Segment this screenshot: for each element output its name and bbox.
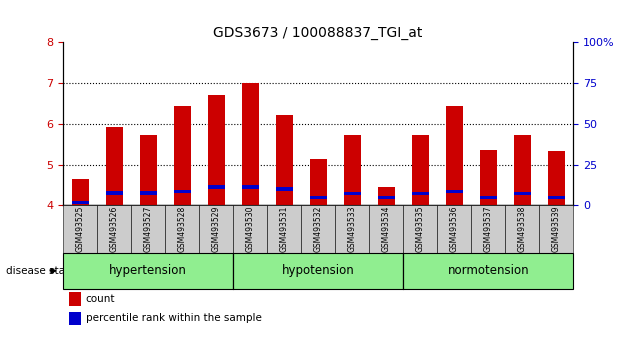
Text: GSM493533: GSM493533 xyxy=(348,206,357,252)
Text: count: count xyxy=(86,294,115,304)
Bar xyxy=(446,190,462,193)
Text: GSM493528: GSM493528 xyxy=(178,206,186,252)
Bar xyxy=(72,201,88,204)
Bar xyxy=(174,190,190,193)
Bar xyxy=(140,192,156,195)
Bar xyxy=(412,192,429,195)
Text: GSM493532: GSM493532 xyxy=(314,206,323,252)
Bar xyxy=(174,105,190,205)
Bar xyxy=(140,135,156,205)
Bar xyxy=(106,192,122,195)
Text: hypertension: hypertension xyxy=(109,264,187,277)
Text: GSM493539: GSM493539 xyxy=(552,206,561,252)
Bar xyxy=(208,185,225,189)
Bar xyxy=(208,95,225,205)
Text: GSM493529: GSM493529 xyxy=(212,206,220,252)
Text: GSM493526: GSM493526 xyxy=(110,206,118,252)
Text: normotension: normotension xyxy=(447,264,529,277)
Bar xyxy=(378,195,394,199)
Text: GSM493538: GSM493538 xyxy=(518,206,527,252)
Text: GSM493527: GSM493527 xyxy=(144,206,152,252)
Bar xyxy=(480,150,496,205)
Bar xyxy=(412,135,429,205)
Text: GSM493536: GSM493536 xyxy=(450,206,459,252)
Bar xyxy=(310,159,327,205)
Bar xyxy=(276,187,292,191)
Bar xyxy=(310,195,327,199)
Bar xyxy=(446,105,462,205)
Text: hypotension: hypotension xyxy=(282,264,355,277)
Text: GSM493530: GSM493530 xyxy=(246,206,255,252)
Bar xyxy=(378,187,394,205)
Text: GSM493534: GSM493534 xyxy=(382,206,391,252)
Bar xyxy=(344,192,360,195)
Bar xyxy=(548,195,565,199)
Bar xyxy=(548,151,565,205)
Text: GSM493525: GSM493525 xyxy=(76,206,84,252)
Bar xyxy=(480,195,496,199)
Text: disease state: disease state xyxy=(6,266,76,276)
Bar xyxy=(514,135,531,205)
Bar xyxy=(276,115,292,205)
Title: GDS3673 / 100088837_TGI_at: GDS3673 / 100088837_TGI_at xyxy=(214,26,423,40)
Bar xyxy=(242,83,259,205)
Bar xyxy=(72,179,88,205)
Text: GSM493531: GSM493531 xyxy=(280,206,289,252)
Text: GSM493535: GSM493535 xyxy=(416,206,425,252)
Bar xyxy=(242,185,259,189)
Bar xyxy=(514,192,531,195)
Bar xyxy=(344,135,360,205)
Text: GSM493537: GSM493537 xyxy=(484,206,493,252)
Bar xyxy=(106,127,122,205)
Text: percentile rank within the sample: percentile rank within the sample xyxy=(86,313,261,323)
